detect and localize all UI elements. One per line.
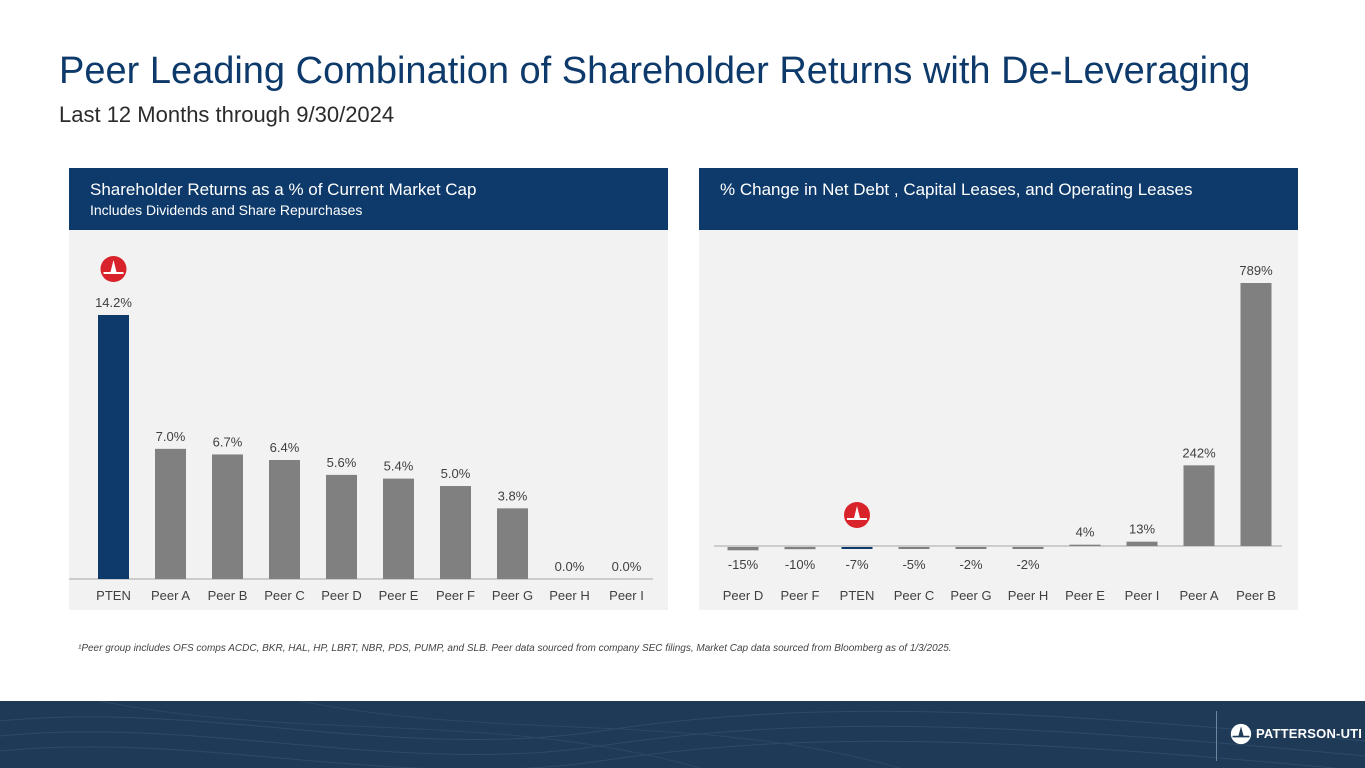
bar-peer-g (497, 508, 528, 579)
data-label: 5.4% (384, 459, 414, 474)
x-tick-label: Peer F (780, 588, 819, 603)
data-label: 14.2% (95, 295, 132, 310)
bar-peer-c (898, 547, 930, 549)
x-tick-label: Peer C (264, 588, 304, 603)
shareholder-returns-title: Shareholder Returns as a % of Current Ma… (90, 180, 477, 199)
bar-peer-h (1012, 547, 1044, 549)
x-tick-label: Peer D (321, 588, 361, 603)
x-tick-label: Peer B (208, 588, 248, 603)
bar-peer-i (1126, 541, 1158, 546)
data-label: -15% (728, 557, 759, 572)
bar-peer-f (440, 486, 471, 579)
footnote: ¹Peer group includes OFS comps ACDC, BKR… (78, 643, 952, 654)
bar-peer-b (212, 454, 243, 579)
bar-pten (98, 315, 129, 579)
x-tick-label: Peer A (151, 588, 190, 603)
shareholder-returns-chart: 14.2% PTEN 7.0% Peer A 6.7% Peer B 6.4% Peer C 5… (69, 256, 653, 603)
data-label: 3.8% (498, 488, 528, 503)
x-tick-label: Peer E (1065, 588, 1105, 603)
data-label: 0.0% (612, 559, 642, 574)
bar-pten (841, 547, 873, 549)
x-tick-label: Peer B (1236, 588, 1276, 603)
x-tick-label: Peer H (1008, 588, 1048, 603)
x-tick-label: Peer A (1179, 588, 1218, 603)
page-subtitle: Last 12 Months through 9/30/2024 (59, 102, 395, 127)
bar-peer-a (155, 448, 186, 579)
x-tick-label: Peer D (723, 588, 763, 603)
bar-peer-a (1183, 465, 1215, 546)
x-tick-label: Peer I (1125, 588, 1160, 603)
x-tick-label: Peer E (379, 588, 419, 603)
pten-logo-icon (100, 256, 127, 282)
data-label: 7.0% (156, 429, 186, 444)
data-label: -7% (845, 557, 869, 572)
shareholder-returns-panel: Shareholder Returns as a % of Current Ma… (69, 168, 668, 610)
footer-divider (1216, 711, 1217, 761)
data-label: -10% (785, 557, 816, 572)
bar-peer-d (326, 474, 357, 579)
data-label: 0.0% (555, 559, 585, 574)
data-label: 5.0% (441, 466, 471, 481)
x-tick-label: Peer G (950, 588, 991, 603)
data-label: 4% (1076, 525, 1095, 540)
x-tick-label: Peer I (609, 588, 644, 603)
shareholder-returns-subtitle: Includes Dividends and Share Repurchases (90, 202, 363, 218)
bar-peer-g (955, 547, 987, 549)
pten-logo-icon (844, 502, 870, 528)
data-label: 242% (1182, 445, 1216, 460)
patterson-uti-logo-icon (1230, 723, 1252, 745)
shareholder-returns-header: Shareholder Returns as a % of Current Ma… (69, 168, 668, 230)
data-label: 5.6% (327, 455, 357, 470)
x-tick-label: PTEN (96, 588, 131, 603)
bar-peer-e (383, 478, 414, 579)
bar-peer-c (269, 460, 300, 579)
footer-wave-pattern (0, 701, 1365, 768)
net-debt-change-header: % Change in Net Debt , Capital Leases, a… (699, 168, 1298, 230)
net-debt-change-chart: -15% Peer D -10% Peer F -7% PTEN -5% Peer C -2% P… (714, 263, 1282, 603)
data-label: 13% (1129, 522, 1155, 537)
net-debt-change-panel: % Change in Net Debt , Capital Leases, a… (699, 168, 1298, 610)
page-title: Peer Leading Combination of Shareholder … (59, 50, 1251, 92)
x-tick-label: Peer H (549, 588, 589, 603)
data-label: -2% (1016, 557, 1040, 572)
x-tick-label: Peer C (894, 588, 934, 603)
data-label: 789% (1239, 263, 1273, 278)
x-tick-label: Peer F (436, 588, 475, 603)
data-label: -2% (959, 557, 983, 572)
brand-name: PATTERSON-UTI (1256, 726, 1363, 741)
bar-peer-e (1069, 544, 1101, 546)
x-tick-label: PTEN (840, 588, 875, 603)
data-label: 6.7% (213, 434, 243, 449)
bar-peer-d (727, 547, 759, 551)
footer-bar: PATTERSON-UTI (0, 701, 1365, 768)
data-label: -5% (902, 557, 926, 572)
x-tick-label: Peer G (492, 588, 533, 603)
net-debt-change-title: % Change in Net Debt , Capital Leases, a… (720, 180, 1193, 199)
data-label: 6.4% (270, 440, 300, 455)
bar-peer-f (784, 547, 816, 550)
bar-peer-b (1240, 283, 1272, 546)
